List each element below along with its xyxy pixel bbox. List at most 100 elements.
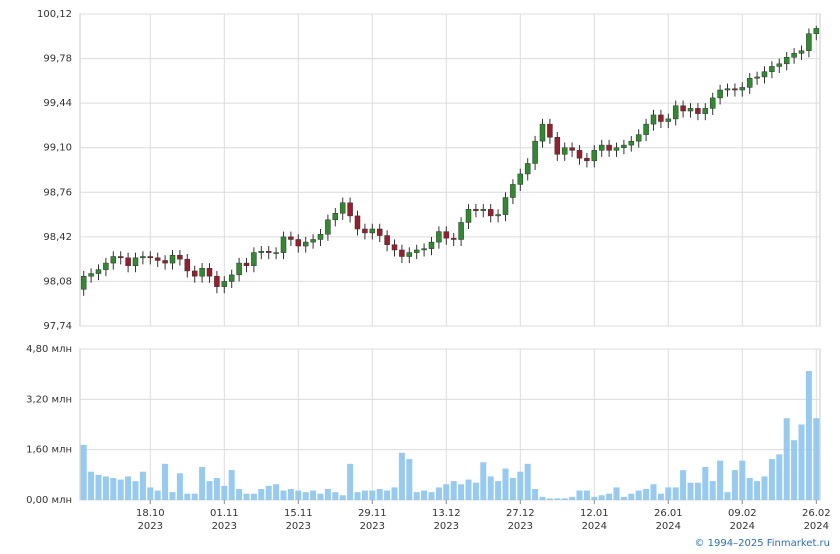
y-tick-label: 98,08 <box>43 276 72 287</box>
candle-body <box>162 260 168 264</box>
candle-body <box>147 256 154 259</box>
candle-body <box>739 87 746 91</box>
candle-body <box>273 252 279 254</box>
volume-bar <box>554 498 561 500</box>
candle-body <box>376 228 383 236</box>
volume-bar <box>347 463 354 500</box>
y-tick-label: 3,20 млн <box>26 394 72 405</box>
candle-body <box>258 251 265 253</box>
y-tick-label: 99,44 <box>43 98 72 109</box>
candle-body <box>806 33 812 51</box>
volume-bar <box>583 490 590 500</box>
x-tick-label: 09.02 <box>728 508 757 519</box>
volume-bar <box>465 479 472 500</box>
candle-body <box>384 235 390 245</box>
volume-bar <box>162 463 169 500</box>
volume-bar <box>80 444 87 500</box>
candle-body <box>695 108 701 114</box>
volume-bar <box>665 487 672 500</box>
candle-body <box>169 254 176 264</box>
volume-bar <box>258 488 265 500</box>
volume-bar <box>569 496 576 500</box>
x-tick-year: 2024 <box>804 521 829 532</box>
candle-body <box>354 215 361 230</box>
volume-bar <box>110 477 117 500</box>
price-frame <box>79 13 821 327</box>
candle-body <box>184 258 191 272</box>
y-tick-label: 99,10 <box>43 143 72 154</box>
x-tick-label: 12.01 <box>580 508 609 519</box>
x-tick-year: 2024 <box>656 521 681 532</box>
volume-bar <box>421 490 428 500</box>
candle-body <box>206 268 213 277</box>
candle-body <box>769 66 775 72</box>
volume-bar <box>169 492 176 500</box>
candle-body <box>103 262 109 270</box>
volume-bar <box>687 482 694 500</box>
candle-body <box>199 268 205 277</box>
volume-bar <box>206 481 213 500</box>
volume-bar <box>117 479 124 500</box>
candle-body <box>243 262 250 266</box>
candle-body <box>732 88 738 91</box>
volume-bar <box>391 487 398 500</box>
volume-bar <box>539 496 546 500</box>
volume-bar <box>317 493 324 500</box>
volume-bar <box>657 493 664 500</box>
candle-body <box>413 249 420 253</box>
volume-bar <box>280 490 287 500</box>
candle-body <box>532 140 538 164</box>
volume-bar <box>628 493 635 500</box>
candle-body <box>635 134 642 142</box>
candle-body <box>650 114 657 125</box>
volume-bar <box>761 476 768 500</box>
candle-body <box>428 241 435 249</box>
candle-body <box>339 202 346 214</box>
candle-body <box>539 123 546 142</box>
volume-bar <box>236 488 243 500</box>
candle-body <box>665 118 672 122</box>
candle-body <box>643 123 649 135</box>
volume-bar <box>613 487 620 500</box>
volume-bar <box>746 477 753 500</box>
candle-body <box>251 252 257 266</box>
volume-bar <box>191 493 198 500</box>
candle-body <box>280 236 287 253</box>
volume-bar <box>524 463 531 500</box>
candle-body <box>480 209 487 211</box>
candle-body <box>236 262 242 276</box>
candle-body <box>547 123 553 138</box>
volume-bar <box>384 490 391 500</box>
y-tick-label: 100,12 <box>37 9 72 20</box>
candle-body <box>717 89 723 99</box>
candle-body <box>746 77 753 88</box>
candle-body <box>302 241 309 247</box>
candle-body <box>140 256 146 259</box>
volume-frame <box>79 348 821 501</box>
candle-body <box>362 228 368 234</box>
volume-bar <box>435 487 442 500</box>
volume-bar <box>398 452 405 500</box>
candle-body <box>110 256 117 264</box>
x-tick-year: 2023 <box>508 521 533 532</box>
candle-body <box>628 140 635 146</box>
volume-bar <box>102 476 109 500</box>
volume-bar <box>228 470 235 500</box>
candle-body <box>295 239 302 247</box>
x-tick-label: 18.10 <box>136 508 165 519</box>
candle-body <box>421 248 427 251</box>
candle-body <box>672 105 679 120</box>
candle-body <box>443 231 450 239</box>
volume-bar <box>509 477 516 500</box>
candle-body <box>724 88 731 91</box>
candle-body <box>473 209 479 211</box>
volume-bar <box>517 471 524 500</box>
volume-bar <box>324 488 331 500</box>
y-tick-label: 97,74 <box>43 321 72 332</box>
candle-body <box>369 228 376 234</box>
volume-bar <box>598 495 605 500</box>
candle-body <box>325 219 331 235</box>
candle-body <box>798 50 805 54</box>
